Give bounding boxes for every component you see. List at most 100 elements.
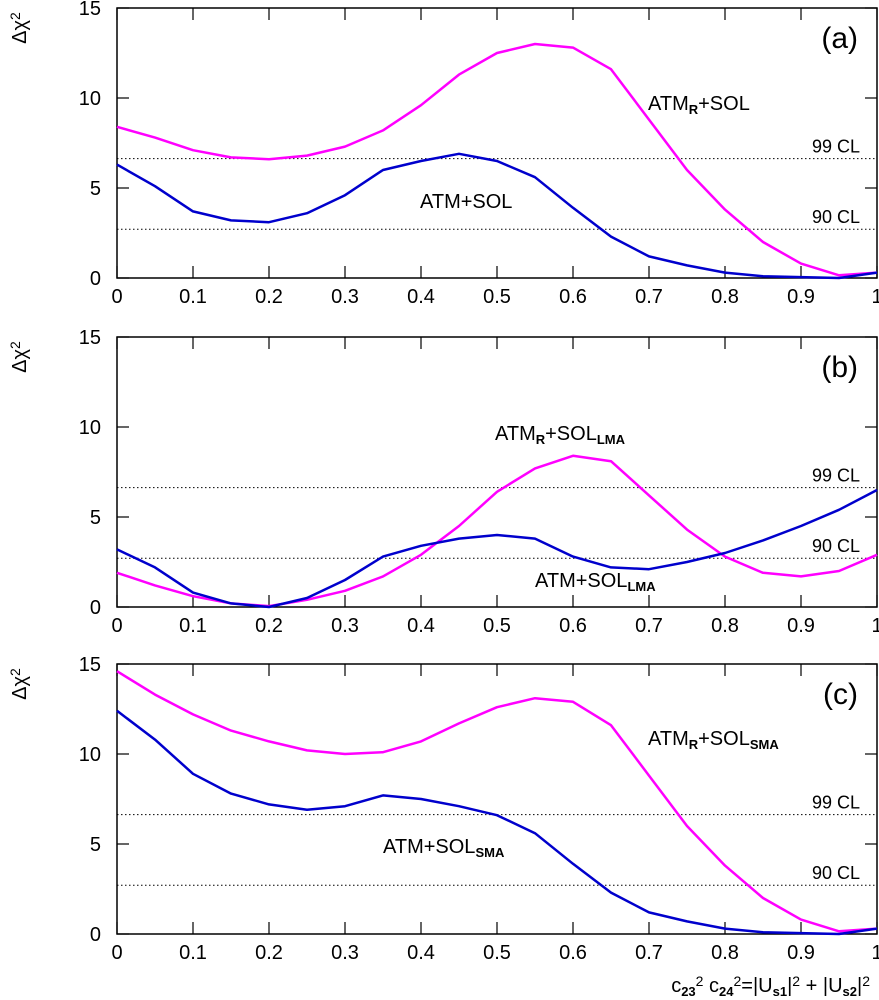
x-tick-label: 0: [111, 615, 122, 637]
text-part: =|U: [741, 975, 772, 997]
threshold-label: 99 CL: [812, 793, 860, 813]
x-tick-label: 0.3: [331, 615, 359, 637]
text-part: ATM: [495, 423, 536, 445]
x-tick-label: 0.5: [483, 615, 511, 637]
text-part: SMA: [475, 845, 505, 860]
threshold-label: 90 CL: [812, 536, 860, 556]
x-tick-label: 0.9: [787, 286, 815, 308]
text-part: R: [689, 737, 699, 752]
text-part: Δχ: [9, 675, 31, 699]
text-part: 2: [696, 973, 704, 989]
x-tick-label: 1: [871, 615, 879, 637]
text-part: 2: [7, 341, 23, 349]
text-part: LMA: [597, 432, 626, 447]
x-tick-label: 0.5: [483, 286, 511, 308]
data-line: [116, 42, 878, 277]
text-part: ATM+SOL: [535, 570, 627, 592]
x-tick-label: 0: [111, 942, 122, 964]
text-part: s1: [773, 984, 787, 999]
series-label: ATMR+SOLLMA: [495, 423, 626, 447]
x-tick-label: 0.4: [407, 942, 435, 964]
panel: 0 5 10 15 0 0.1 0.2 0.3 0.4 0.5 0.6 0.7 0.8 0.9 1 99 CL…: [7, 327, 879, 637]
x-tick-label: 0.6: [559, 286, 587, 308]
x-tick-label: 0.3: [331, 942, 359, 964]
text-part: c: [703, 975, 719, 997]
text-part: SMA: [750, 737, 780, 752]
y-tick-label: 0: [90, 924, 101, 946]
y-axis-label: Δχ2: [7, 12, 31, 44]
y-axis-label: Δχ2: [7, 668, 31, 700]
panel-label: (a): [821, 22, 858, 55]
x-tick-label: 0.7: [635, 286, 663, 308]
y-tick-label: 0: [90, 268, 101, 290]
text-part: 2: [792, 973, 800, 989]
x-tick-label: 0.1: [179, 286, 207, 308]
data-line: [116, 152, 878, 280]
y-tick-label: 5: [90, 178, 101, 200]
text-part: Δχ: [9, 348, 31, 372]
threshold-label: 99 CL: [812, 466, 860, 486]
y-tick-label: 0: [90, 597, 101, 619]
threshold-label: 90 CL: [812, 207, 860, 227]
x-tick-label: 1: [871, 286, 879, 308]
text-part: 2: [862, 973, 870, 989]
text-part: 2: [7, 12, 23, 20]
text-part: 2: [7, 668, 23, 676]
text-part: ATM+SOL: [420, 191, 512, 213]
x-tick-label: 0.4: [407, 286, 435, 308]
panel: 0 5 10 15 0 0.1 0.2 0.3 0.4 0.5 0.6 0.7 0.8 0.9 1 99 CL…: [7, 654, 879, 999]
plot-frame: [116, 336, 878, 608]
x-tick-label: 0.7: [635, 615, 663, 637]
x-tick-label: 0.5: [483, 942, 511, 964]
y-tick-label: 10: [79, 417, 101, 439]
text-part: 2: [734, 973, 742, 989]
y-tick-label: 10: [79, 744, 101, 766]
y-tick-label: 5: [90, 507, 101, 529]
series-label: ATM+SOLSMA: [383, 836, 505, 860]
data-line: [116, 709, 878, 936]
x-axis-label: c232 c242=|Us1|2 + |Us2|2: [671, 973, 870, 999]
x-tick-label: 0.3: [331, 286, 359, 308]
threshold-label: 90 CL: [812, 863, 860, 883]
text-part: R: [689, 102, 699, 117]
text-part: ATM: [648, 93, 689, 115]
x-tick-label: 0.1: [179, 615, 207, 637]
y-tick-label: 15: [79, 327, 101, 349]
series-label: ATMR+SOL: [648, 93, 750, 117]
y-tick-label: 5: [90, 834, 101, 856]
y-tick-label: 15: [79, 0, 101, 20]
text-part: 23: [681, 984, 695, 999]
text-part: ATM+SOL: [383, 836, 475, 858]
y-tick-label: 10: [79, 88, 101, 110]
text-part: |: [857, 975, 862, 997]
text-part: R: [536, 432, 546, 447]
text-part: +SOL: [698, 728, 750, 750]
panel-label: (c): [823, 678, 858, 711]
x-tick-label: 0.1: [179, 942, 207, 964]
text-part: + |U: [800, 975, 842, 997]
panel-label: (b): [821, 351, 858, 384]
x-tick-label: 0: [111, 286, 122, 308]
series-label: ATMR+SOLSMA: [648, 728, 779, 752]
plot-frame: [116, 663, 878, 935]
text-part: s2: [843, 984, 857, 999]
x-tick-label: 0.4: [407, 615, 435, 637]
data-line: [116, 454, 878, 608]
x-tick-label: 0.9: [787, 942, 815, 964]
y-tick-label: 15: [79, 654, 101, 676]
text-part: Δχ: [9, 19, 31, 43]
x-tick-label: 0.9: [787, 615, 815, 637]
y-axis-label: Δχ2: [7, 341, 31, 373]
text-part: 24: [719, 984, 734, 999]
x-tick-label: 0.2: [255, 286, 283, 308]
x-tick-label: 0.8: [711, 942, 739, 964]
text-part: |: [787, 975, 792, 997]
x-tick-label: 0.8: [711, 615, 739, 637]
text-part: c: [671, 975, 681, 997]
series-label: ATM+SOLLMA: [535, 570, 656, 594]
series-label: ATM+SOL: [420, 191, 512, 213]
x-tick-label: 0.7: [635, 942, 663, 964]
text-part: +SOL: [698, 93, 750, 115]
panel: 0 5 10 15 0 0.1 0.2 0.3 0.4 0.5 0.6 0.7 0.8 0.9 1 99 CL…: [7, 0, 879, 308]
